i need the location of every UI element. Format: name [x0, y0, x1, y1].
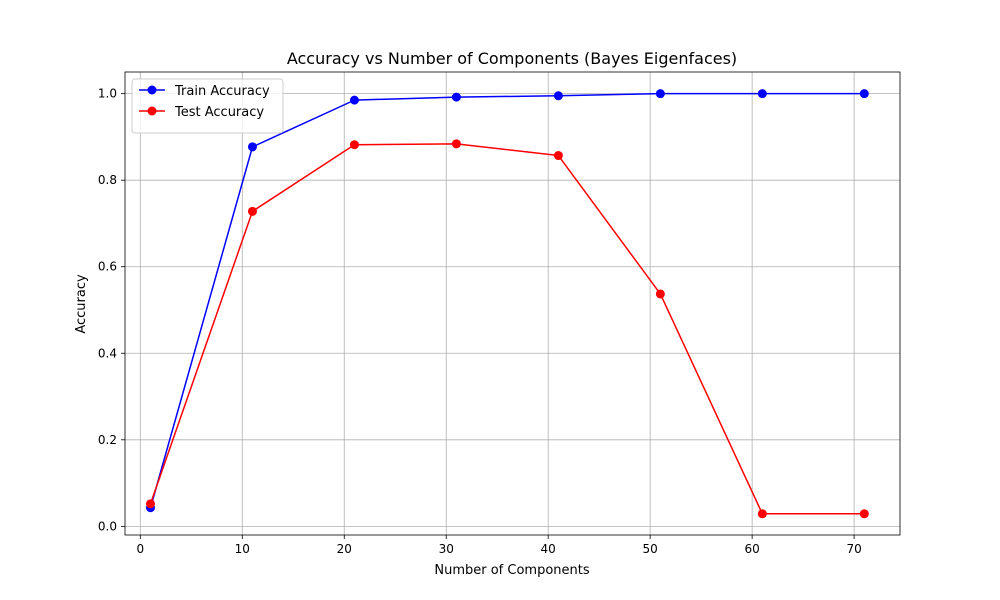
x-tick-label: 70	[846, 542, 861, 556]
data-point	[859, 89, 869, 99]
series-line	[149, 143, 865, 515]
legend-label: Train Accuracy	[174, 84, 270, 99]
data-point	[247, 206, 257, 216]
legend-box	[131, 78, 284, 134]
data-point	[247, 142, 257, 152]
series-line	[149, 92, 865, 508]
y-tick-label: 0.4	[98, 346, 117, 360]
data-point	[451, 139, 461, 149]
data-point	[349, 140, 359, 150]
x-tick-label: 10	[235, 542, 250, 556]
data-point	[757, 89, 767, 99]
plot-frame	[124, 71, 901, 536]
x-tick-label: 0	[136, 542, 144, 556]
data-point	[553, 151, 563, 161]
data-point	[145, 499, 155, 509]
data-point	[859, 509, 869, 519]
legend-marker	[147, 106, 157, 116]
legend-label: Test Accuracy	[174, 105, 264, 120]
x-tick-label: 50	[643, 542, 658, 556]
y-tick-label: 0.8	[98, 173, 117, 187]
data-point	[757, 509, 767, 519]
series-layer	[145, 89, 869, 519]
legend: Train Accuracy Test Accuracy	[131, 78, 284, 134]
data-point	[349, 95, 359, 105]
legend-marker	[147, 85, 157, 95]
series-0	[145, 89, 869, 513]
x-tick-label: 60	[744, 542, 759, 556]
y-axis-label: Accuracy	[74, 274, 89, 334]
y-tick-label: 0.6	[98, 260, 117, 274]
data-point	[655, 289, 665, 299]
series-1	[145, 139, 869, 519]
x-tick-label: 30	[439, 542, 454, 556]
data-point	[655, 89, 665, 99]
y-tick-label: 1.0	[98, 87, 117, 101]
chart-title: Accuracy vs Number of Components (Bayes …	[287, 49, 737, 68]
x-axis-label: Number of Components	[434, 563, 589, 578]
grid	[125, 72, 900, 535]
y-axis-ticks: 0.0 0.2 0.4 0.6 0.8 1.0	[98, 87, 125, 533]
y-tick-label: 0.2	[98, 433, 117, 447]
x-axis-ticks: 0 10 20 30 40 50 60 70	[136, 535, 862, 556]
data-point	[553, 91, 563, 101]
x-tick-label: 40	[541, 542, 556, 556]
x-tick-label: 20	[337, 542, 352, 556]
data-point	[451, 92, 461, 102]
y-tick-label: 0.0	[98, 519, 117, 533]
